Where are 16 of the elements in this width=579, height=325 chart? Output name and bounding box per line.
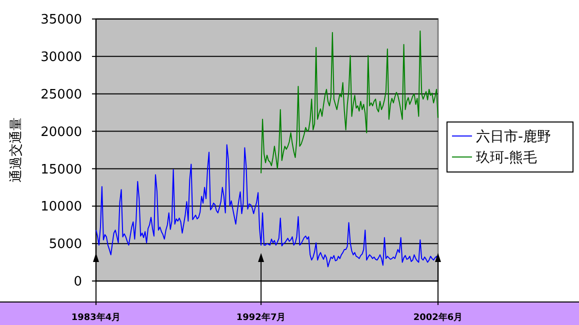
legend-label: 六日市-鹿野 [476, 128, 552, 145]
y-tick-label: 20000 [40, 124, 82, 140]
x-tick-label: 1983年4月 [71, 312, 121, 323]
y-tick-label: 15000 [40, 162, 82, 178]
y-axis-title: 通過交通量 [8, 118, 24, 182]
y-tick-label: 5000 [48, 237, 82, 252]
x-tick-label: 1992年7月 [236, 312, 286, 323]
y-tick-label: 35000 [40, 12, 82, 28]
line-series [96, 144, 438, 268]
y-tick-label: 10000 [40, 200, 82, 215]
x-tick-label: 2002年6月 [413, 312, 463, 323]
y-tick-label: 25000 [40, 87, 82, 102]
y-tick-label: 30000 [40, 50, 82, 65]
legend-label: 玖珂-熊毛 [476, 150, 538, 166]
y-tick-label: 0 [74, 274, 82, 290]
line-series [260, 30, 438, 174]
